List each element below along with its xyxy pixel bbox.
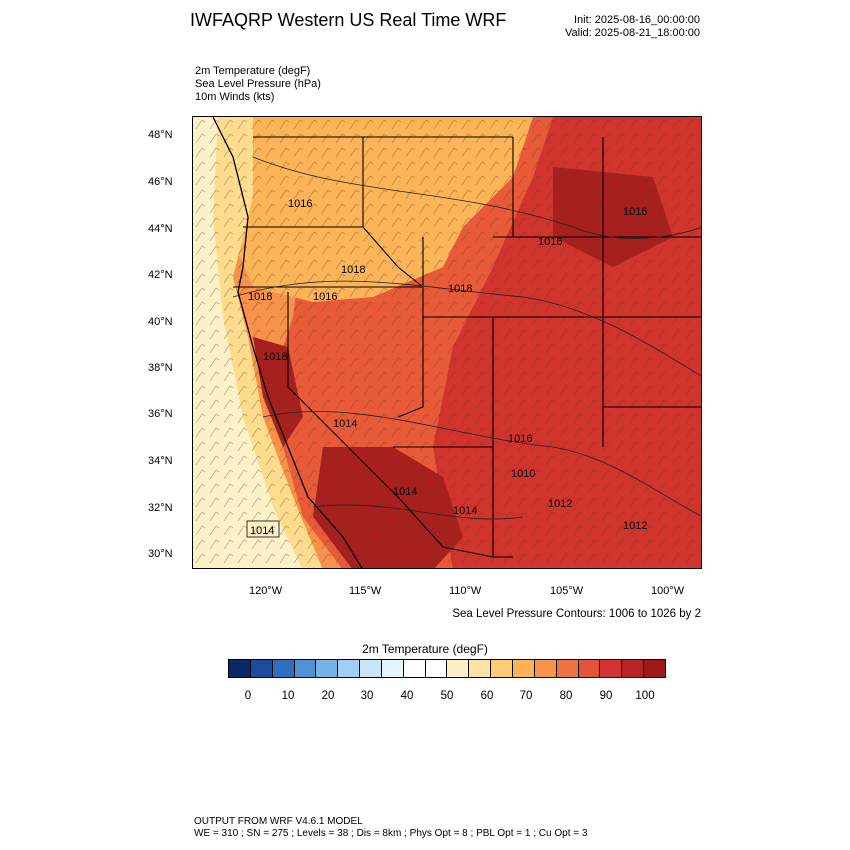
lat-label-36: 36°N <box>148 408 173 420</box>
footer-config: WE = 310 ; SN = 275 ; Levels = 38 ; Dis … <box>194 828 588 839</box>
colorbar-swatch <box>600 660 623 677</box>
colorbar-swatch <box>294 660 317 677</box>
colorbar-swatch <box>316 660 339 677</box>
lat-label-32: 32°N <box>148 502 173 514</box>
colorbar-swatch <box>425 660 448 677</box>
isobar-label: 1014 <box>250 525 274 537</box>
colorbar-label: 0 <box>244 690 252 702</box>
isobar-label: 1016 <box>313 291 337 303</box>
colorbar-swatch <box>644 660 665 677</box>
field-label-pressure: Sea Level Pressure (hPa) <box>195 78 321 90</box>
colorbar-swatch <box>556 660 579 677</box>
footer-model: OUTPUT FROM WRF V4.6.1 MODEL <box>194 816 363 827</box>
temperature-colorbar <box>228 659 666 678</box>
colorbar-swatch <box>491 660 513 677</box>
isobar-label: 1014 <box>453 505 477 517</box>
field-label-temperature: 2m Temperature (degF) <box>195 65 311 77</box>
lat-label-42: 42°N <box>148 269 173 281</box>
colorbar-swatch <box>469 660 492 677</box>
lat-label-44: 44°N <box>148 223 173 235</box>
colorbar-label: 80 <box>559 690 573 702</box>
isobar-label: 1014 <box>333 418 357 430</box>
field-label-winds: 10m Winds (kts) <box>195 91 275 103</box>
isobar-label: 1018 <box>341 264 365 276</box>
colorbar-swatch <box>512 660 535 677</box>
colorbar-label: 40 <box>400 690 414 702</box>
lat-label-30: 30°N <box>148 548 173 560</box>
colorbar-swatch <box>360 660 382 677</box>
colorbar-label: 10 <box>281 690 295 702</box>
slp-contour-note: Sea Level Pressure Contours: 1006 to 102… <box>452 608 701 620</box>
lon-label-110: 110°W <box>449 585 482 597</box>
lat-label-40: 40°N <box>148 316 173 328</box>
isobar-label: 1012 <box>623 520 647 532</box>
colorbar-swatch <box>250 660 273 677</box>
colorbar-label: 30 <box>360 690 374 702</box>
map-title: IWFAQRP Western US Real Time WRF <box>190 10 507 30</box>
colorbar-swatch <box>447 660 470 677</box>
lon-label-105: 105°W <box>550 585 584 597</box>
colorbar-title: 2m Temperature (degF) <box>362 642 488 656</box>
valid-time: Valid: 2025-08-21_18:00:00 <box>565 27 700 39</box>
colorbar-swatch <box>338 660 361 677</box>
colorbar-swatch <box>381 660 404 677</box>
model-footer: OUTPUT FROM WRF V4.6.1 MODEL WE = 310 ; … <box>194 816 587 840</box>
isobar-label: 1018 <box>448 283 472 295</box>
colorbar-label: 70 <box>519 690 533 702</box>
init-time: Init: 2025-08-16_00:00:00 <box>574 14 700 26</box>
lon-label-100: 100°W <box>651 585 685 597</box>
colorbar-label: 90 <box>599 690 613 702</box>
isobar-label: 1016 <box>288 198 312 210</box>
isobar-label: 1018 <box>248 291 272 303</box>
colorbar-swatch <box>622 660 645 677</box>
isobar-label: 1016 <box>508 433 532 445</box>
colorbar-label: 50 <box>440 690 454 702</box>
colorbar-label: 60 <box>480 690 494 702</box>
lon-label-120: 120°W <box>249 585 283 597</box>
colorbar-swatch <box>229 660 251 677</box>
colorbar-swatch <box>578 660 601 677</box>
run-times: Init: 2025-08-16_00:00:00 Valid: 2025-08… <box>565 14 700 40</box>
isobar-label: 1012 <box>548 498 572 510</box>
temperature-map: 1016 1018 1018 1018 1016 1018 1016 1016 … <box>192 116 702 569</box>
colorbar-swatch <box>272 660 295 677</box>
isobar-label: 1016 <box>623 206 647 218</box>
isobar-label: 1010 <box>511 468 535 480</box>
isobar-label: 1018 <box>263 351 287 363</box>
map-canvas: 1016 1018 1018 1018 1016 1018 1016 1016 … <box>193 117 701 568</box>
isobar-label: 1014 <box>393 486 417 498</box>
lon-label-115: 115°W <box>349 585 382 597</box>
lat-label-48: 48°N <box>148 129 173 141</box>
lat-label-34: 34°N <box>148 455 173 467</box>
lat-label-46: 46°N <box>148 176 173 188</box>
lat-label-38: 38°N <box>148 362 173 374</box>
colorbar-swatch <box>403 660 426 677</box>
isobar-label: 1016 <box>538 236 562 248</box>
colorbar-swatch <box>534 660 557 677</box>
colorbar-label: 20 <box>321 690 335 702</box>
colorbar-label: 100 <box>635 690 655 702</box>
